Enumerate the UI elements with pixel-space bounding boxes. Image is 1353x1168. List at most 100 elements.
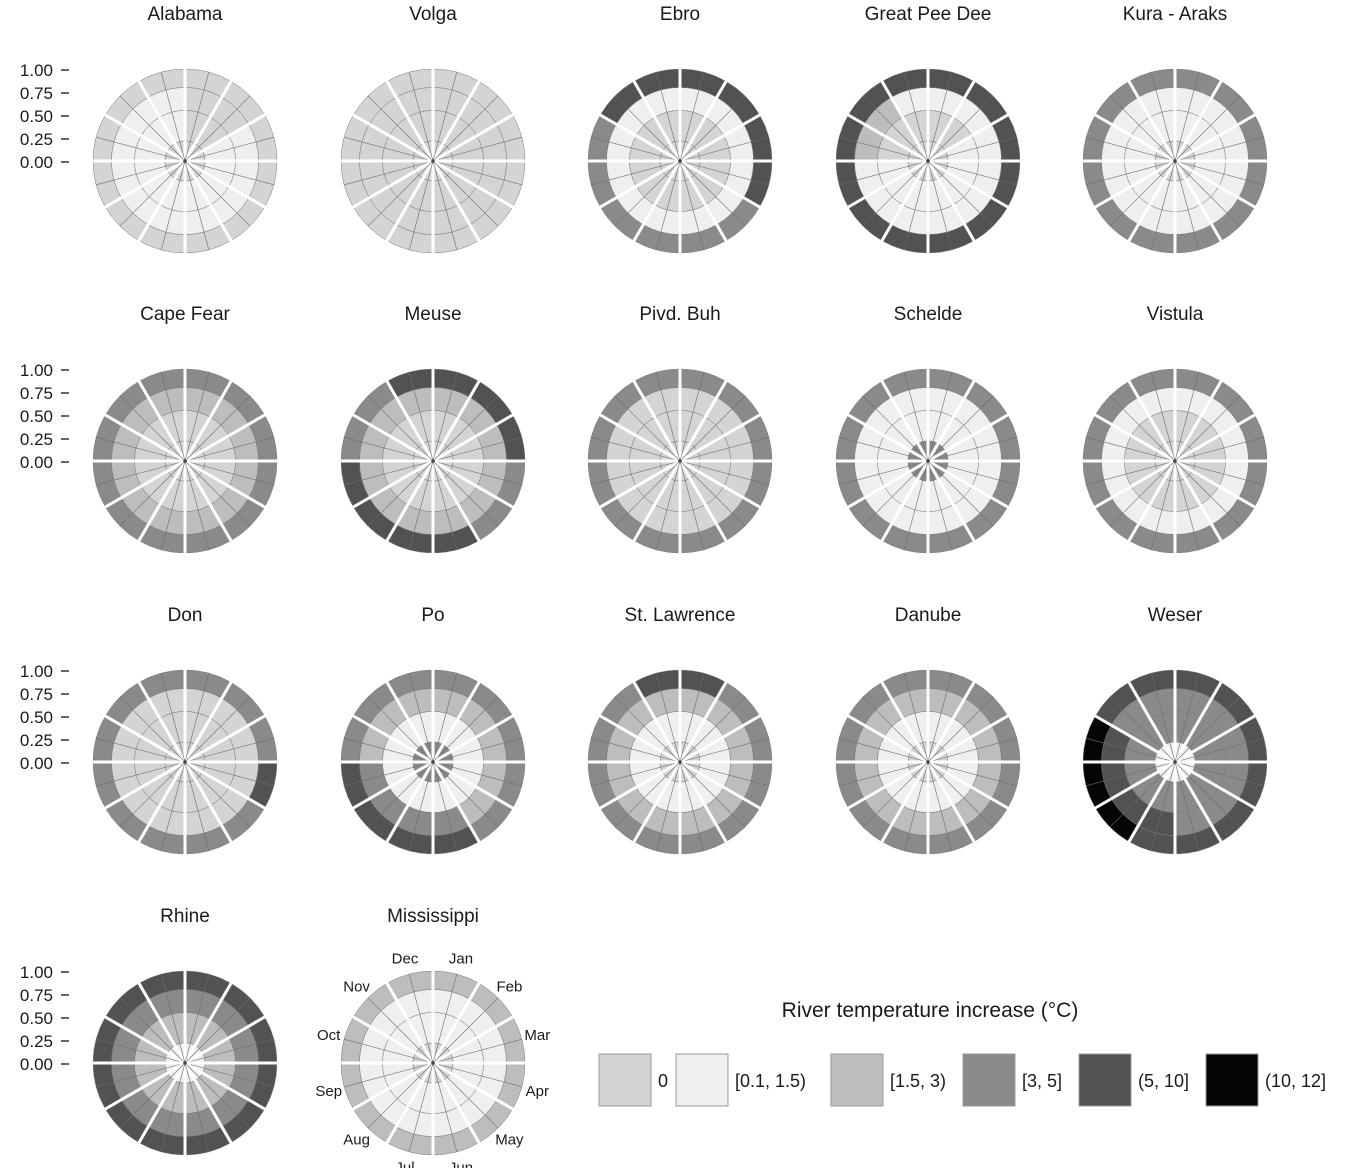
spoke — [184, 72, 210, 162]
legend-label: [0.1, 1.5) — [735, 1071, 806, 1091]
panel-14: Weser — [1081, 605, 1269, 856]
month-gap — [927, 760, 1011, 811]
month-gap — [845, 760, 929, 811]
month-gap — [631, 679, 682, 763]
month-gap — [102, 412, 186, 463]
spoke — [432, 460, 499, 527]
spoke — [1174, 436, 1264, 462]
panel-7: Pivd. Buh — [586, 304, 774, 555]
spoke — [862, 395, 929, 462]
month-gap — [679, 459, 763, 510]
panel-5: Cape Fear — [91, 304, 279, 555]
month-gap — [1174, 459, 1258, 510]
spoke — [591, 160, 681, 186]
month-gap — [1173, 160, 1224, 244]
month-gap — [845, 459, 929, 510]
month-gap — [184, 159, 268, 210]
spoke — [119, 1062, 186, 1129]
spoke — [119, 460, 186, 527]
spoke — [1174, 95, 1241, 162]
spoke — [591, 460, 681, 486]
spoke — [160, 761, 186, 851]
month-gap — [431, 160, 482, 244]
center-point — [431, 159, 435, 163]
month-gap — [845, 412, 929, 463]
month-label: Jul — [395, 1159, 414, 1168]
spoke — [679, 737, 769, 763]
spoke — [1174, 761, 1241, 828]
spoke — [927, 160, 1017, 186]
panel-title: Meuse — [404, 304, 461, 325]
spoke — [1174, 395, 1241, 462]
spoke — [432, 761, 499, 828]
month-gap — [432, 412, 516, 463]
spoke — [184, 460, 210, 550]
spoke — [432, 460, 522, 486]
month-gap — [350, 159, 434, 210]
month-gap — [350, 112, 434, 163]
month-gap — [927, 713, 1011, 764]
month-gap — [384, 460, 435, 544]
spoke — [679, 696, 746, 763]
spoke — [903, 72, 929, 162]
spoke — [679, 761, 705, 851]
month-label: Oct — [317, 1027, 341, 1044]
spoke — [119, 395, 186, 462]
spoke — [96, 136, 186, 162]
panel-title: Schelde — [894, 304, 963, 325]
month-gap — [184, 412, 268, 463]
spoke — [927, 160, 953, 250]
month-gap — [879, 378, 930, 462]
spoke — [679, 761, 769, 787]
spoke — [344, 1062, 434, 1088]
spoke — [614, 160, 681, 227]
month-gap — [431, 679, 482, 763]
panel-title: Vistula — [1147, 304, 1204, 325]
month-gap — [184, 1014, 268, 1065]
month-gap — [102, 713, 186, 764]
spoke — [432, 673, 458, 763]
month-gap — [631, 761, 682, 845]
spoke — [679, 372, 705, 462]
spoke — [367, 460, 434, 527]
month-gap — [1092, 459, 1176, 510]
month-label: Jun — [449, 1159, 473, 1168]
month-gap — [679, 159, 763, 210]
spoke — [591, 436, 681, 462]
spoke — [903, 761, 929, 851]
spoke — [927, 696, 994, 763]
spoke — [927, 395, 994, 462]
center-point — [183, 159, 187, 163]
panel-13: Danube — [834, 605, 1022, 856]
spoke — [862, 460, 929, 527]
center-point — [926, 159, 930, 163]
month-gap — [927, 112, 1011, 163]
spoke — [1086, 737, 1176, 763]
month-gap — [1092, 159, 1176, 210]
spoke — [408, 72, 434, 162]
month-gap — [384, 1062, 435, 1146]
month-gap — [102, 459, 186, 510]
spoke — [1174, 460, 1264, 486]
spoke — [655, 460, 681, 550]
spoke — [367, 997, 434, 1064]
radial-tick-label: 1.00 — [20, 963, 53, 982]
spoke — [1174, 72, 1200, 162]
spoke — [1174, 737, 1264, 763]
spoke — [927, 460, 994, 527]
spoke — [367, 395, 434, 462]
spoke — [119, 95, 186, 162]
legend: River temperature increase (°C) 0 [0.1, 1… — [598, 999, 1326, 1107]
month-gap — [678, 460, 729, 544]
month-gap — [183, 378, 234, 462]
spoke — [432, 1062, 522, 1088]
spoke — [184, 997, 251, 1064]
spoke — [862, 95, 929, 162]
center-point — [926, 760, 930, 764]
spoke — [344, 436, 434, 462]
center-point — [926, 459, 930, 463]
spoke — [1174, 673, 1200, 763]
spoke — [184, 696, 251, 763]
spoke — [839, 136, 929, 162]
spoke — [927, 460, 953, 550]
